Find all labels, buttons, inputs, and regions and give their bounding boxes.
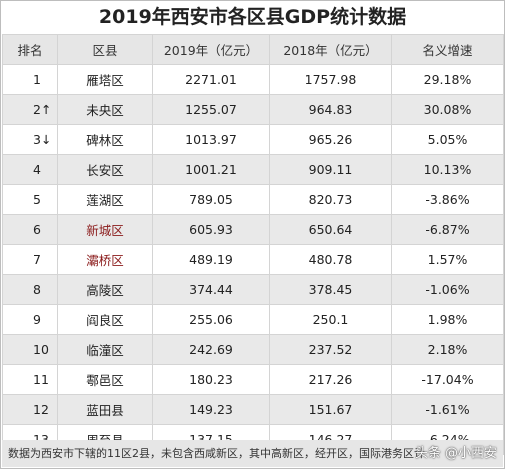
table-row: 6 新城区 605.93 650.64 -6.87%: [2, 214, 504, 245]
rank-cell: 3↓: [2, 124, 58, 155]
gdp-2018-cell: 820.73: [269, 184, 392, 215]
gdp-2019-cell: 242.69: [152, 334, 270, 365]
growth-cell: -17.04%: [391, 364, 504, 395]
rank-cell: 9: [2, 304, 58, 335]
gdp-2018-cell: 964.83: [269, 94, 392, 125]
growth-cell: 1.57%: [391, 244, 504, 275]
gdp-2019-cell: 1001.21: [152, 154, 270, 185]
gdp-2018-cell: 650.64: [269, 214, 392, 245]
table-row: 9 阎良区 255.06 250.1 1.98%: [2, 304, 504, 335]
growth-cell: -1.06%: [391, 274, 504, 305]
district-cell: 长安区: [57, 154, 153, 185]
gdp-2019-cell: 374.44: [152, 274, 270, 305]
district-cell: 灞桥区: [57, 244, 153, 275]
table-row: 7 灞桥区 489.19 480.78 1.57%: [2, 244, 504, 275]
growth-cell: 10.13%: [391, 154, 504, 185]
gdp-table: 排名 区县 2019年（亿元） 2018年（亿元） 名义增速 1 雁塔区 227…: [2, 34, 504, 455]
growth-cell: -1.61%: [391, 394, 504, 425]
district-cell: 阎良区: [57, 304, 153, 335]
table-row: 2↑ 未央区 1255.07 964.83 30.08%: [2, 94, 504, 125]
watermark: 头条 @小西安: [414, 446, 497, 461]
gdp-2019-cell: 489.19: [152, 244, 270, 275]
growth-cell: 29.18%: [391, 64, 504, 95]
rank-cell: 12: [2, 394, 58, 425]
gdp-2018-cell: 217.26: [269, 364, 392, 395]
table-row: 1 雁塔区 2271.01 1757.98 29.18%: [2, 64, 504, 95]
district-cell: 高陵区: [57, 274, 153, 305]
header-gdp-2019: 2019年（亿元）: [152, 34, 270, 65]
district-cell: 雁塔区: [57, 64, 153, 95]
rank-cell: 1: [2, 64, 58, 95]
gdp-2018-cell: 237.52: [269, 334, 392, 365]
growth-cell: -3.86%: [391, 184, 504, 215]
gdp-2019-cell: 605.93: [152, 214, 270, 245]
gdp-2019-cell: 1255.07: [152, 94, 270, 125]
district-cell: 鄠邑区: [57, 364, 153, 395]
table-row: 8 高陵区 374.44 378.45 -1.06%: [2, 274, 504, 305]
district-cell: 蓝田县: [57, 394, 153, 425]
district-cell: 莲湖区: [57, 184, 153, 215]
gdp-2018-cell: 151.67: [269, 394, 392, 425]
table-row: 4 长安区 1001.21 909.11 10.13%: [2, 154, 504, 185]
rank-cell: 6: [2, 214, 58, 245]
gdp-2018-cell: 378.45: [269, 274, 392, 305]
table-row: 12 蓝田县 149.23 151.67 -1.61%: [2, 394, 504, 425]
header-district: 区县: [57, 34, 153, 65]
header-rank: 排名: [2, 34, 58, 65]
growth-cell: 1.98%: [391, 304, 504, 335]
table-row: 5 莲湖区 789.05 820.73 -3.86%: [2, 184, 504, 215]
district-cell: 临潼区: [57, 334, 153, 365]
table-header-row: 排名 区县 2019年（亿元） 2018年（亿元） 名义增速: [2, 34, 504, 65]
table-row: 3↓ 碑林区 1013.97 965.26 5.05%: [2, 124, 504, 155]
growth-cell: -6.87%: [391, 214, 504, 245]
gdp-2019-cell: 2271.01: [152, 64, 270, 95]
growth-cell: 2.18%: [391, 334, 504, 365]
rank-cell: 11: [2, 364, 58, 395]
gdp-2019-cell: 1013.97: [152, 124, 270, 155]
rank-cell: 2↑: [2, 94, 58, 125]
rank-cell: 8: [2, 274, 58, 305]
district-cell: 未央区: [57, 94, 153, 125]
rank-cell: 4: [2, 154, 58, 185]
header-growth: 名义增速: [391, 34, 504, 65]
growth-cell: 30.08%: [391, 94, 504, 125]
gdp-2018-cell: 250.1: [269, 304, 392, 335]
table-row: 11 鄠邑区 180.23 217.26 -17.04%: [2, 364, 504, 395]
gdp-2018-cell: 480.78: [269, 244, 392, 275]
page-title: 2019年西安市各区县GDP统计数据: [98, 6, 407, 28]
growth-cell: 5.05%: [391, 124, 504, 155]
gdp-2019-cell: 789.05: [152, 184, 270, 215]
gdp-2018-cell: 965.26: [269, 124, 392, 155]
gdp-2019-cell: 180.23: [152, 364, 270, 395]
district-cell: 新城区: [57, 214, 153, 245]
table-row: 10 临潼区 242.69 237.52 2.18%: [2, 334, 504, 365]
header-gdp-2018: 2018年（亿元）: [269, 34, 392, 65]
district-cell: 碑林区: [57, 124, 153, 155]
gdp-2019-cell: 255.06: [152, 304, 270, 335]
rank-cell: 10: [2, 334, 58, 365]
gdp-2018-cell: 909.11: [269, 154, 392, 185]
footnote: 数据为西安市下辖的11区2县，未包含西咸新区，其中高新区，经开区，国际港务区计: [2, 440, 503, 467]
gdp-2019-cell: 149.23: [152, 394, 270, 425]
rank-cell: 7: [2, 244, 58, 275]
rank-cell: 5: [2, 184, 58, 215]
gdp-2018-cell: 1757.98: [269, 64, 392, 95]
